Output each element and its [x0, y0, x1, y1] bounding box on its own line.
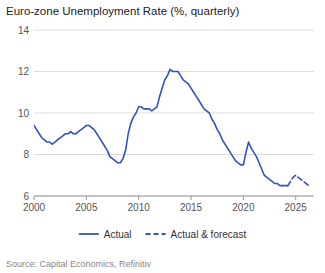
y-axis: 6 8 10 12 14 — [18, 25, 314, 202]
x-axis-line — [34, 196, 314, 197]
grid-line — [34, 30, 314, 31]
legend-label: Actual & forecast — [171, 229, 247, 240]
legend-label: Actual — [104, 229, 132, 240]
y-tick-label: 14 — [18, 25, 30, 36]
x-axis: 2000 2005 2010 2015 2020 2025 — [23, 196, 314, 213]
y-tick-label: 12 — [18, 66, 30, 77]
x-tick — [34, 196, 35, 200]
y-tick-label: 6 — [23, 191, 29, 202]
x-tick — [138, 196, 139, 200]
y-tick-label: 8 — [23, 149, 29, 160]
x-tick-label: 2015 — [180, 202, 203, 213]
x-tick-label: 2010 — [128, 202, 151, 213]
chart: Euro-zone Unemployment Rate (%, quarterl… — [0, 0, 325, 273]
x-tick — [243, 196, 244, 200]
x-tick — [295, 196, 296, 200]
plot-area — [34, 69, 309, 185]
line — [34, 69, 288, 185]
x-tick-label: 2025 — [285, 202, 308, 213]
x-tick-label: 2020 — [232, 202, 255, 213]
x-tick-label: 2000 — [23, 202, 46, 213]
source-note: Source: Capital Economics, Refinitiv — [6, 259, 152, 269]
y-tick-label: 10 — [18, 108, 30, 119]
grid-line — [34, 154, 314, 155]
legend-item: Actual & forecast — [146, 229, 247, 240]
legend-swatch — [79, 233, 99, 235]
grid-line — [34, 113, 314, 114]
x-tick-label: 2005 — [75, 202, 98, 213]
legend-swatch — [146, 233, 166, 235]
x-tick — [191, 196, 192, 200]
line — [288, 175, 309, 185]
title: Euro-zone Unemployment Rate (%, quarterl… — [6, 5, 239, 17]
legend-item: Actual — [79, 229, 132, 240]
legend: Actual Actual & forecast — [79, 229, 247, 240]
grid-line — [34, 196, 314, 197]
x-tick — [86, 196, 87, 200]
